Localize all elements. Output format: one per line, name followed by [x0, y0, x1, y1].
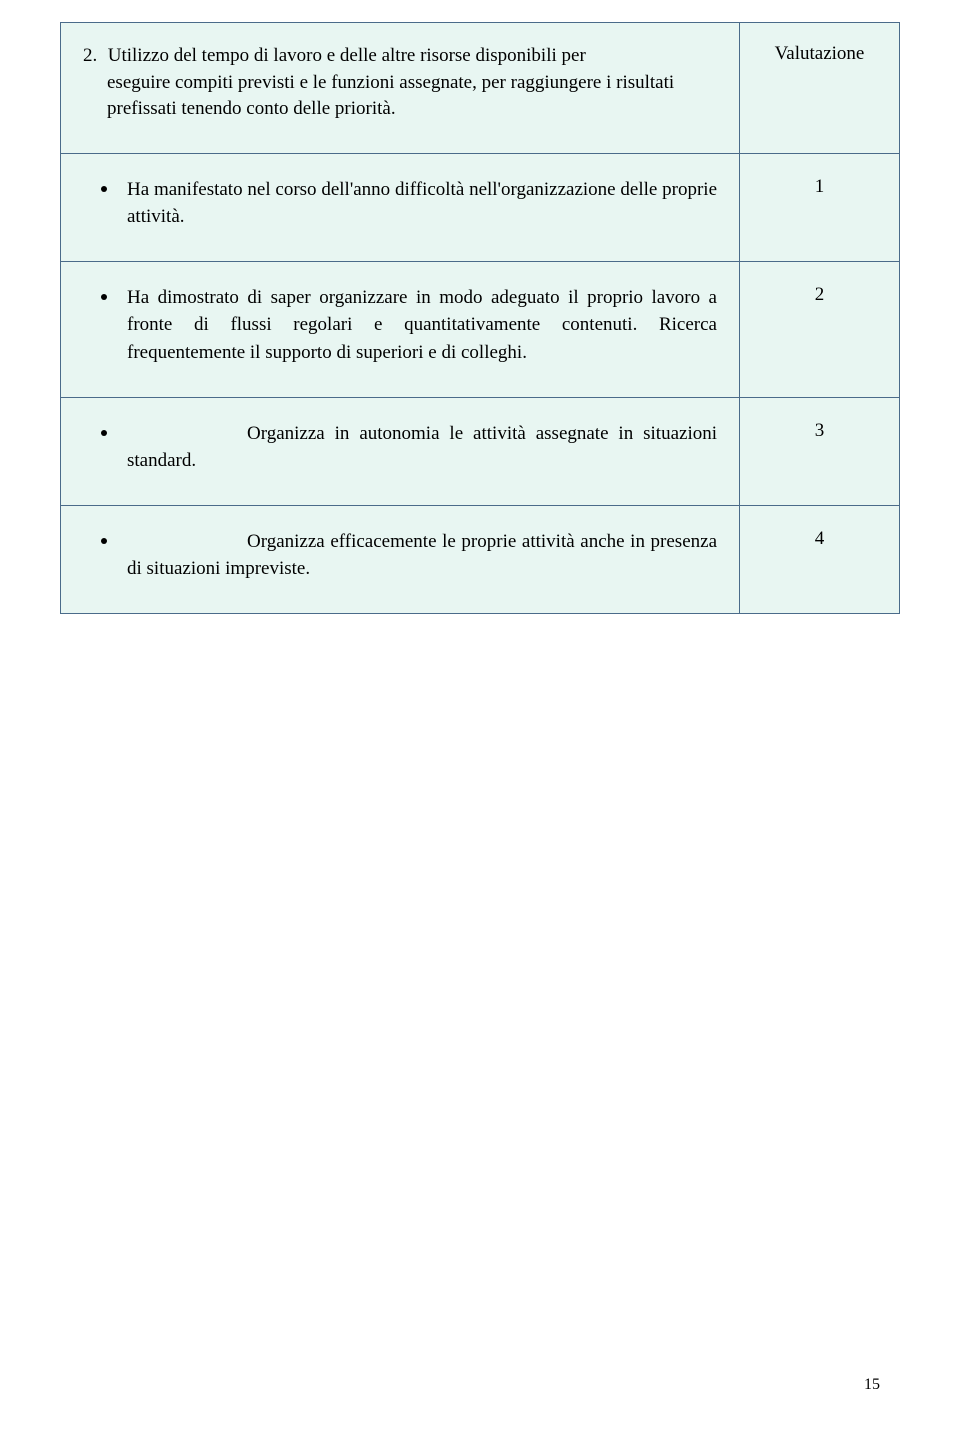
criterion-text: Organizza in autonomia le attività asseg… — [127, 420, 717, 475]
criterion-desc: Ha dimostrato di saper organizzare in mo… — [83, 284, 717, 367]
score-value: 4 — [815, 528, 825, 549]
valutazione-header-cell: Valutazione — [740, 23, 900, 154]
rubric-table: 2. Utilizzo del tempo di lavoro e delle … — [60, 22, 900, 614]
criterion-text: Ha dimostrato di saper organizzare in mo… — [127, 284, 717, 367]
bullet-icon — [101, 294, 107, 300]
criterion-desc: Organizza in autonomia le attività asseg… — [83, 420, 717, 475]
criterion-row: Organizza efficacemente le proprie attiv… — [61, 505, 900, 613]
page-container: 2. Utilizzo del tempo di lavoro e delle … — [0, 0, 960, 1442]
score-cell: 4 — [740, 505, 900, 613]
header-text-rest: eseguire compiti previsti e le funzioni … — [107, 70, 717, 123]
valutazione-label: Valutazione — [775, 43, 865, 64]
header-number: 2. — [83, 43, 103, 70]
criterion-desc-cell: Ha dimostrato di saper organizzare in mo… — [61, 261, 740, 397]
score-cell: 3 — [740, 397, 900, 505]
header-text-line1: Utilizzo del tempo di lavoro e delle alt… — [108, 45, 586, 66]
criterion-text: Organizza efficacemente le proprie attiv… — [127, 528, 717, 583]
header-row: 2. Utilizzo del tempo di lavoro e delle … — [61, 23, 900, 154]
bullet-icon — [101, 430, 107, 436]
score-cell: 2 — [740, 261, 900, 397]
header-desc-cell: 2. Utilizzo del tempo di lavoro e delle … — [61, 23, 740, 154]
score-value: 3 — [815, 420, 825, 441]
criterion-desc-cell: Ha manifestato nel corso dell'anno diffi… — [61, 153, 740, 261]
criterion-row: Ha manifestato nel corso dell'anno diffi… — [61, 153, 900, 261]
header-desc: 2. Utilizzo del tempo di lavoro e delle … — [83, 43, 717, 123]
bullet-icon — [101, 186, 107, 192]
page-number: 15 — [864, 1376, 880, 1394]
criterion-row: Organizza in autonomia le attività asseg… — [61, 397, 900, 505]
criterion-desc: Ha manifestato nel corso dell'anno diffi… — [83, 176, 717, 231]
criterion-text: Ha manifestato nel corso dell'anno diffi… — [127, 176, 717, 231]
criterion-desc: Organizza efficacemente le proprie attiv… — [83, 528, 717, 583]
score-value: 2 — [815, 284, 825, 305]
criterion-row: Ha dimostrato di saper organizzare in mo… — [61, 261, 900, 397]
score-value: 1 — [815, 176, 825, 197]
score-cell: 1 — [740, 153, 900, 261]
criterion-desc-cell: Organizza efficacemente le proprie attiv… — [61, 505, 740, 613]
bullet-icon — [101, 538, 107, 544]
criterion-desc-cell: Organizza in autonomia le attività asseg… — [61, 397, 740, 505]
